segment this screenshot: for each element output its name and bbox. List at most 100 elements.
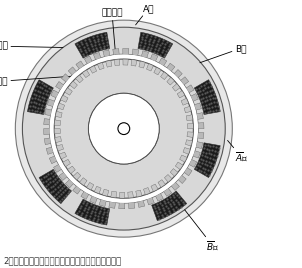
Polygon shape xyxy=(111,191,117,198)
Polygon shape xyxy=(181,98,188,105)
Polygon shape xyxy=(172,84,180,91)
Polygon shape xyxy=(196,142,203,148)
Polygon shape xyxy=(27,80,53,114)
Polygon shape xyxy=(90,196,97,204)
Polygon shape xyxy=(139,61,145,68)
Polygon shape xyxy=(79,178,87,185)
Polygon shape xyxy=(184,106,191,113)
Polygon shape xyxy=(123,59,128,65)
Polygon shape xyxy=(184,168,192,176)
Polygon shape xyxy=(51,90,59,98)
Polygon shape xyxy=(186,115,193,121)
Polygon shape xyxy=(151,184,158,192)
Polygon shape xyxy=(113,49,119,55)
Text: ステーター: ステーター xyxy=(0,42,63,51)
Polygon shape xyxy=(138,200,145,207)
Polygon shape xyxy=(70,81,77,89)
Polygon shape xyxy=(103,50,110,57)
Polygon shape xyxy=(89,66,97,73)
Polygon shape xyxy=(46,147,53,154)
Polygon shape xyxy=(60,95,68,102)
Text: シャフト: シャフト xyxy=(101,9,123,123)
Polygon shape xyxy=(55,111,62,117)
Polygon shape xyxy=(73,186,81,194)
Polygon shape xyxy=(193,151,201,158)
Polygon shape xyxy=(138,32,173,58)
Polygon shape xyxy=(87,183,94,190)
Polygon shape xyxy=(54,120,61,125)
Polygon shape xyxy=(114,59,120,66)
Polygon shape xyxy=(61,74,70,82)
Polygon shape xyxy=(94,186,101,194)
Polygon shape xyxy=(47,99,55,107)
Polygon shape xyxy=(65,180,74,188)
Polygon shape xyxy=(181,77,189,85)
Polygon shape xyxy=(191,94,198,101)
Text: A相: A相 xyxy=(136,4,154,25)
Text: $\overline{B}$相: $\overline{B}$相 xyxy=(185,210,219,252)
Polygon shape xyxy=(198,122,204,129)
Polygon shape xyxy=(44,138,51,145)
Polygon shape xyxy=(68,67,76,75)
Polygon shape xyxy=(167,77,175,85)
Polygon shape xyxy=(171,182,179,191)
Polygon shape xyxy=(159,58,167,66)
Circle shape xyxy=(118,123,130,135)
Polygon shape xyxy=(152,191,187,221)
Text: B相: B相 xyxy=(200,44,246,63)
Polygon shape xyxy=(156,193,163,201)
Polygon shape xyxy=(55,137,61,143)
Polygon shape xyxy=(106,60,112,67)
Polygon shape xyxy=(43,129,50,135)
Polygon shape xyxy=(197,113,203,119)
Circle shape xyxy=(88,93,159,164)
Polygon shape xyxy=(65,88,72,95)
Polygon shape xyxy=(120,192,125,198)
Polygon shape xyxy=(59,152,66,159)
Text: ローター: ローター xyxy=(0,76,79,86)
Polygon shape xyxy=(131,59,137,66)
Polygon shape xyxy=(128,192,133,198)
Polygon shape xyxy=(99,199,106,207)
Polygon shape xyxy=(194,143,220,178)
Polygon shape xyxy=(132,49,139,56)
Polygon shape xyxy=(128,202,135,209)
Polygon shape xyxy=(154,67,161,75)
Polygon shape xyxy=(73,172,81,180)
Polygon shape xyxy=(177,91,185,98)
Polygon shape xyxy=(45,109,52,116)
Text: 2相モーター構造図：シャフトと垂直方向の断面図: 2相モーター構造図：シャフトと垂直方向の断面図 xyxy=(3,256,121,265)
Polygon shape xyxy=(53,165,62,172)
Polygon shape xyxy=(68,166,75,174)
Polygon shape xyxy=(44,119,50,125)
Polygon shape xyxy=(164,174,172,182)
Polygon shape xyxy=(93,52,101,60)
Polygon shape xyxy=(147,197,154,205)
Polygon shape xyxy=(164,188,172,196)
Polygon shape xyxy=(150,54,158,61)
Polygon shape xyxy=(167,63,175,71)
Polygon shape xyxy=(170,169,178,176)
Polygon shape xyxy=(59,172,67,181)
FancyBboxPatch shape xyxy=(53,58,194,199)
Polygon shape xyxy=(56,81,64,90)
Polygon shape xyxy=(56,144,63,151)
Polygon shape xyxy=(189,159,197,167)
Polygon shape xyxy=(187,123,193,129)
Circle shape xyxy=(50,54,198,203)
Polygon shape xyxy=(76,75,83,83)
Polygon shape xyxy=(81,191,89,199)
Polygon shape xyxy=(143,188,150,195)
Polygon shape xyxy=(161,72,168,80)
Polygon shape xyxy=(82,70,90,78)
Polygon shape xyxy=(75,32,110,58)
Polygon shape xyxy=(158,180,165,187)
Polygon shape xyxy=(63,159,70,167)
Polygon shape xyxy=(175,162,183,170)
Polygon shape xyxy=(194,103,201,110)
Polygon shape xyxy=(119,203,125,209)
Polygon shape xyxy=(109,202,115,208)
Polygon shape xyxy=(39,169,72,204)
Polygon shape xyxy=(57,103,65,110)
Polygon shape xyxy=(141,51,149,58)
